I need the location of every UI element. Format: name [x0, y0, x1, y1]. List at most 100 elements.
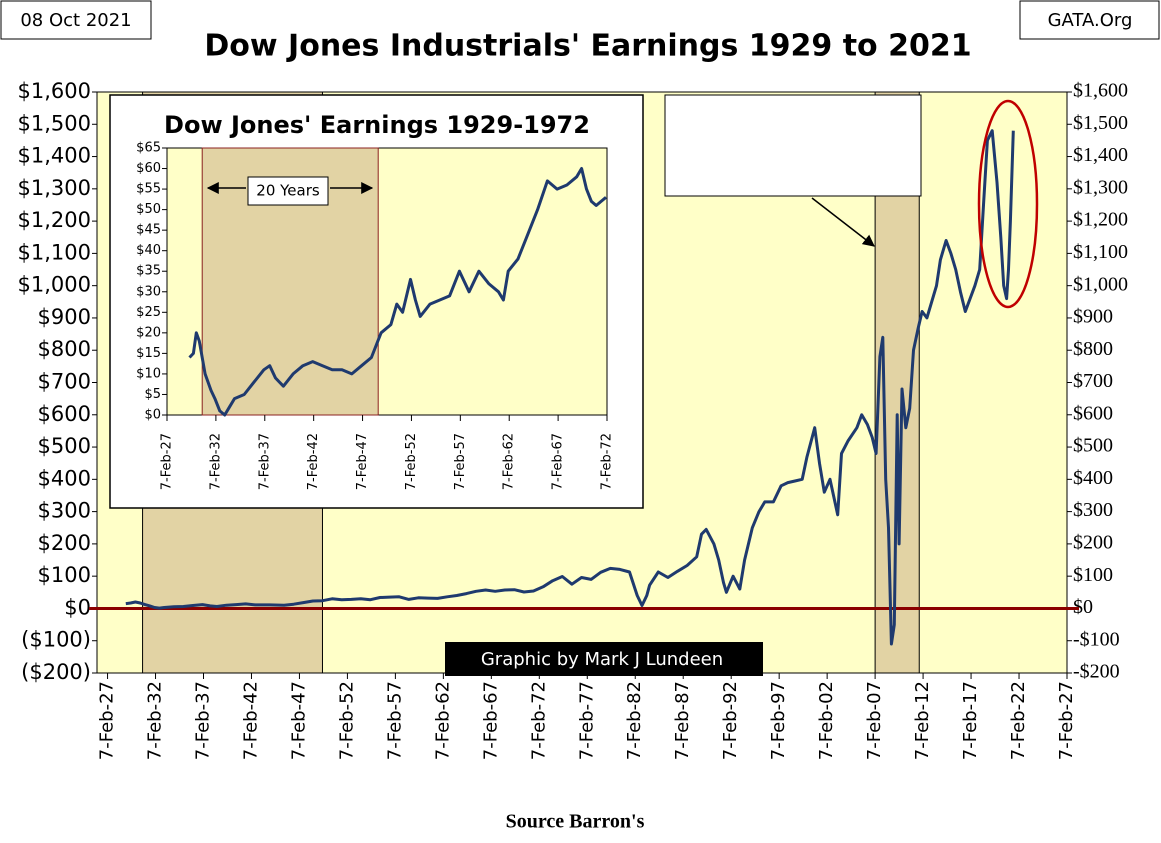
- y2-tick-label: $1,000: [1073, 273, 1128, 295]
- y-tick-label: $1,200: [18, 208, 91, 232]
- y-tick-label: $5: [144, 387, 161, 402]
- x-tick-label: 7-Feb-22: [1008, 681, 1029, 760]
- x-tick-label: 7-Feb-97: [768, 681, 789, 760]
- source: Source Barron's: [506, 811, 645, 833]
- x-tick-label: 7-Feb-57: [453, 433, 468, 490]
- x-tick-label: 7-Feb-37: [192, 681, 213, 760]
- y-tick-label: $15: [136, 346, 161, 361]
- x-tick-label: 7-Feb-02: [816, 681, 837, 760]
- date-box: [0, 0, 152, 40]
- y-tick-label: $1,400: [18, 144, 91, 168]
- x-tick-label: 7-Feb-47: [355, 433, 370, 490]
- y2-tick-label: $400: [1073, 467, 1113, 489]
- y-tick-label: $600: [38, 402, 91, 426]
- y-tick-label: $800: [38, 337, 91, 361]
- y2-tick-label: $1,600: [1073, 80, 1128, 102]
- bracket-box: [247, 176, 329, 206]
- y2-tick-label: -$100: [1073, 628, 1120, 650]
- y2-tick-label: $500: [1073, 435, 1113, 457]
- y-tick-label: $50: [136, 202, 161, 217]
- x-tick-label: 7-Feb-27: [97, 681, 118, 760]
- y-tick-label: $0: [144, 408, 161, 423]
- x-tick-label: 7-Feb-72: [600, 433, 615, 490]
- annotation-arrow: [811, 197, 875, 247]
- bracket-label: 20 Years: [256, 182, 320, 200]
- x-tick-label: 7-Feb-42: [240, 681, 261, 760]
- credit: Graphic by Mark J Lundeen: [481, 649, 723, 670]
- y-tick-label: $35: [136, 264, 161, 279]
- credit-box: [445, 642, 763, 676]
- x-tick-label: 7-Feb-77: [576, 681, 597, 760]
- y-tick-label: $60: [136, 161, 161, 176]
- x-tick-label: 7-Feb-12: [912, 681, 933, 760]
- chart-title: Dow Jones Industrials' Earnings 1929 to …: [204, 29, 971, 64]
- y-tick-label: $300: [38, 499, 91, 523]
- y-tick-label: $25: [136, 305, 161, 320]
- y-tick-label: $20: [136, 325, 161, 340]
- y2-tick-label: $700: [1073, 370, 1113, 392]
- y-tick-label: $1,100: [18, 240, 91, 264]
- y-tick-label: $0: [64, 595, 91, 619]
- y2-tick-label: $1,400: [1073, 144, 1128, 166]
- y2-tick-label: $100: [1073, 564, 1113, 586]
- y-tick-label: $65: [136, 141, 161, 156]
- x-tick-label: 7-Feb-67: [480, 681, 501, 760]
- y-tick-label: $400: [38, 466, 91, 490]
- y-tick-label: $1,600: [18, 79, 91, 103]
- y2-tick-label: $1,300: [1073, 176, 1128, 198]
- inset-chart: Dow Jones' Earnings 1929-1972 $0 $5 $10 $15 $…: [109, 94, 644, 509]
- x-tick-label: 7-Feb-17: [960, 681, 981, 760]
- y2-tick-label: $200: [1073, 531, 1113, 553]
- y2-tick-label: $1,200: [1073, 209, 1128, 231]
- site-label: GATA.Org: [1048, 10, 1133, 31]
- x-tick-label: 7-Feb-62: [502, 433, 517, 490]
- y2-tick-label: $900: [1073, 306, 1113, 328]
- data-line: [188, 167, 607, 417]
- date-label: 08 Oct 2021: [20, 10, 131, 31]
- x-tick-label: 7-Feb-72: [528, 681, 549, 760]
- y2-tick-label: $800: [1073, 338, 1113, 360]
- y-tick-label: $100: [38, 563, 91, 587]
- x-tick-label: 7-Feb-37: [257, 433, 272, 490]
- y-tick-label: $1,300: [18, 176, 91, 200]
- y-tick-label: $1,000: [18, 273, 91, 297]
- x-tick-label: 7-Feb-57: [384, 681, 405, 760]
- y-tick-label: $1,500: [18, 111, 91, 135]
- y-tick-label: $10: [136, 366, 161, 381]
- y-tick-label: $900: [38, 305, 91, 329]
- y2-tick-label: $600: [1073, 402, 1113, 424]
- x-tick-label: 7-Feb-42: [306, 433, 321, 490]
- x-tick-label: 7-Feb-07: [864, 681, 885, 760]
- x-tick-label: 7-Feb-82: [624, 681, 645, 760]
- y2-tick-label: $0: [1073, 596, 1093, 618]
- y2-tick-label: -$200: [1073, 661, 1120, 683]
- x-tick-label: 7-Feb-32: [208, 433, 223, 490]
- inset-title: Dow Jones' Earnings 1929-1972: [164, 111, 590, 139]
- highlight-ellipse: [977, 99, 1039, 309]
- x-tick-label: 7-Feb-32: [145, 681, 166, 760]
- y-tick-label: $500: [38, 434, 91, 458]
- y2-tick-label: $1,100: [1073, 241, 1128, 263]
- y-tick-label: ($100): [21, 628, 91, 652]
- y-tick-label: $55: [136, 182, 161, 197]
- site-box: [1019, 0, 1160, 40]
- x-tick-label: 7-Feb-62: [432, 681, 453, 760]
- annotation-box: [664, 94, 922, 197]
- y-tick-label: $40: [136, 243, 161, 258]
- y-tick-label: $700: [38, 370, 91, 394]
- x-tick-label: 7-Feb-27: [160, 433, 175, 490]
- x-tick-label: 7-Feb-67: [551, 433, 566, 490]
- y-tick-label: $200: [38, 531, 91, 555]
- y-tick-label: ($200): [21, 660, 91, 684]
- x-tick-label: 7-Feb-47: [288, 681, 309, 760]
- x-tick-label: 7-Feb-92: [720, 681, 741, 760]
- x-tick-label: 7-Feb-52: [404, 433, 419, 490]
- y-tick-label: $45: [136, 223, 161, 238]
- x-tick-label: 7-Feb-27: [1056, 681, 1077, 760]
- data-line: [125, 129, 1015, 646]
- y-tick-label: $30: [136, 284, 161, 299]
- x-tick-label: 7-Feb-87: [672, 681, 693, 760]
- x-tick-label: 7-Feb-52: [336, 681, 357, 760]
